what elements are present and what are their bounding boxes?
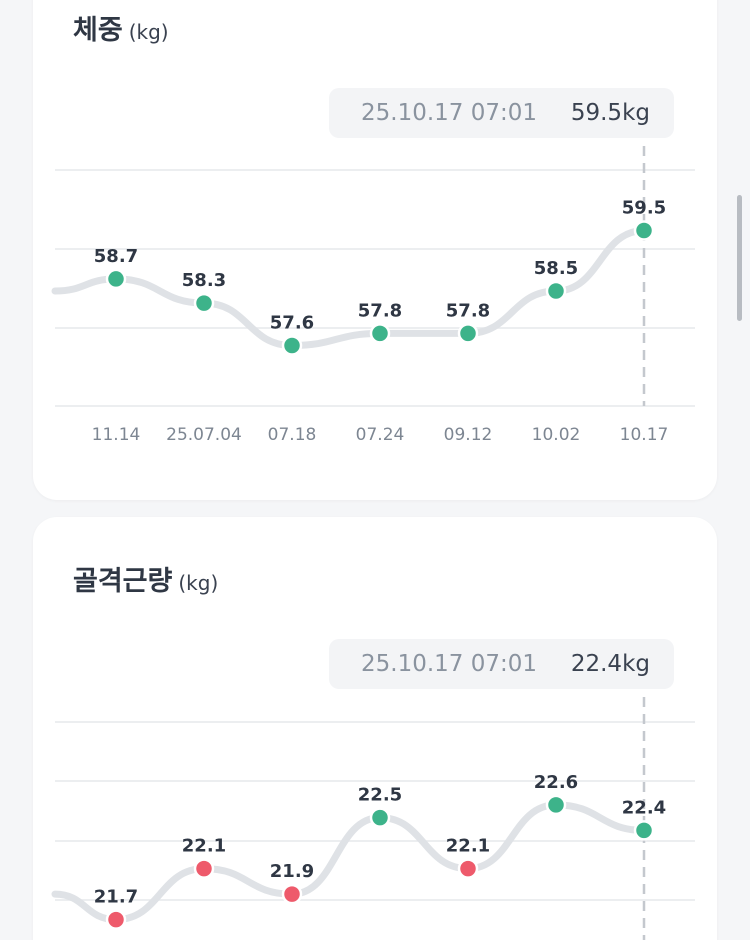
series-line	[51, 801, 648, 924]
data-point[interactable]	[193, 858, 215, 879]
weight-tooltip-value: 59.5kg	[570, 100, 650, 126]
weight-chart[interactable]: 58.7 58.3 57.6 57.8 57.8 58.5 59.5 11.14 25.07.0…	[33, 0, 717, 500]
data-label: 58.7	[94, 246, 138, 267]
data-point[interactable]	[105, 909, 127, 930]
data-label: 57.6	[270, 312, 314, 333]
x-tick-label: 07.18	[268, 425, 317, 445]
x-tick-label: 10.02	[532, 425, 581, 445]
data-point[interactable]	[633, 820, 655, 841]
data-label: 22.6	[534, 772, 578, 793]
data-label: 22.5	[358, 785, 402, 806]
data-point[interactable]	[545, 280, 567, 302]
weight-unit: (kg)	[128, 20, 169, 44]
data-point[interactable]	[457, 323, 479, 344]
muscle-tooltip-date: 25.10.17 07:01	[361, 651, 538, 677]
data-label: 59.5	[622, 198, 666, 219]
data-point[interactable]	[281, 883, 303, 905]
data-label: 22.4	[622, 797, 666, 818]
muscle-tooltip-value: 22.4kg	[570, 651, 650, 677]
muscle-chart[interactable]: 21.7 22.1 21.9 22.5 22.1 22.6 22.4	[33, 517, 717, 940]
x-tick-label: 07.24	[356, 425, 405, 445]
data-point[interactable]	[281, 335, 303, 356]
data-point[interactable]	[545, 794, 567, 816]
muscle-tooltip: 25.10.17 07:01 22.4kg	[329, 639, 674, 689]
data-label: 58.5	[534, 258, 578, 279]
data-label: 21.7	[94, 887, 138, 908]
data-point[interactable]	[633, 220, 655, 241]
weight-tooltip-date: 25.10.17 07:01	[361, 100, 538, 126]
data-point[interactable]	[369, 807, 391, 828]
x-tick-label: 11.14	[92, 425, 141, 445]
muscle-card: 골격근량 (kg) 25.10.17 07:01 22.4kg 21.7 22.1…	[33, 517, 717, 940]
data-label: 57.8	[446, 300, 490, 321]
muscle-unit: (kg)	[178, 571, 219, 595]
weight-card: 체중 (kg) 25.10.17 07:01 59.5kg 58.7 58.3 57…	[33, 0, 717, 500]
data-label: 22.1	[182, 836, 226, 857]
x-tick-label: 09.12	[444, 425, 493, 445]
data-point[interactable]	[193, 292, 215, 314]
data-label: 57.8	[358, 300, 402, 321]
x-tick-label: 10.17	[620, 425, 669, 445]
data-label: 21.9	[270, 861, 314, 882]
data-point[interactable]	[369, 323, 391, 344]
data-label: 58.3	[182, 270, 226, 291]
data-label: 22.1	[446, 836, 490, 857]
muscle-title-text: 골격근량	[73, 566, 173, 597]
muscle-title: 골격근량 (kg)	[73, 559, 218, 598]
data-point[interactable]	[457, 858, 479, 879]
scrollbar[interactable]	[737, 195, 742, 321]
weight-title: 체중 (kg)	[73, 8, 169, 47]
weight-title-text: 체중	[73, 15, 123, 46]
x-tick-label: 25.07.04	[166, 425, 242, 445]
data-point[interactable]	[105, 268, 127, 290]
weight-tooltip: 25.10.17 07:01 59.5kg	[329, 88, 674, 138]
